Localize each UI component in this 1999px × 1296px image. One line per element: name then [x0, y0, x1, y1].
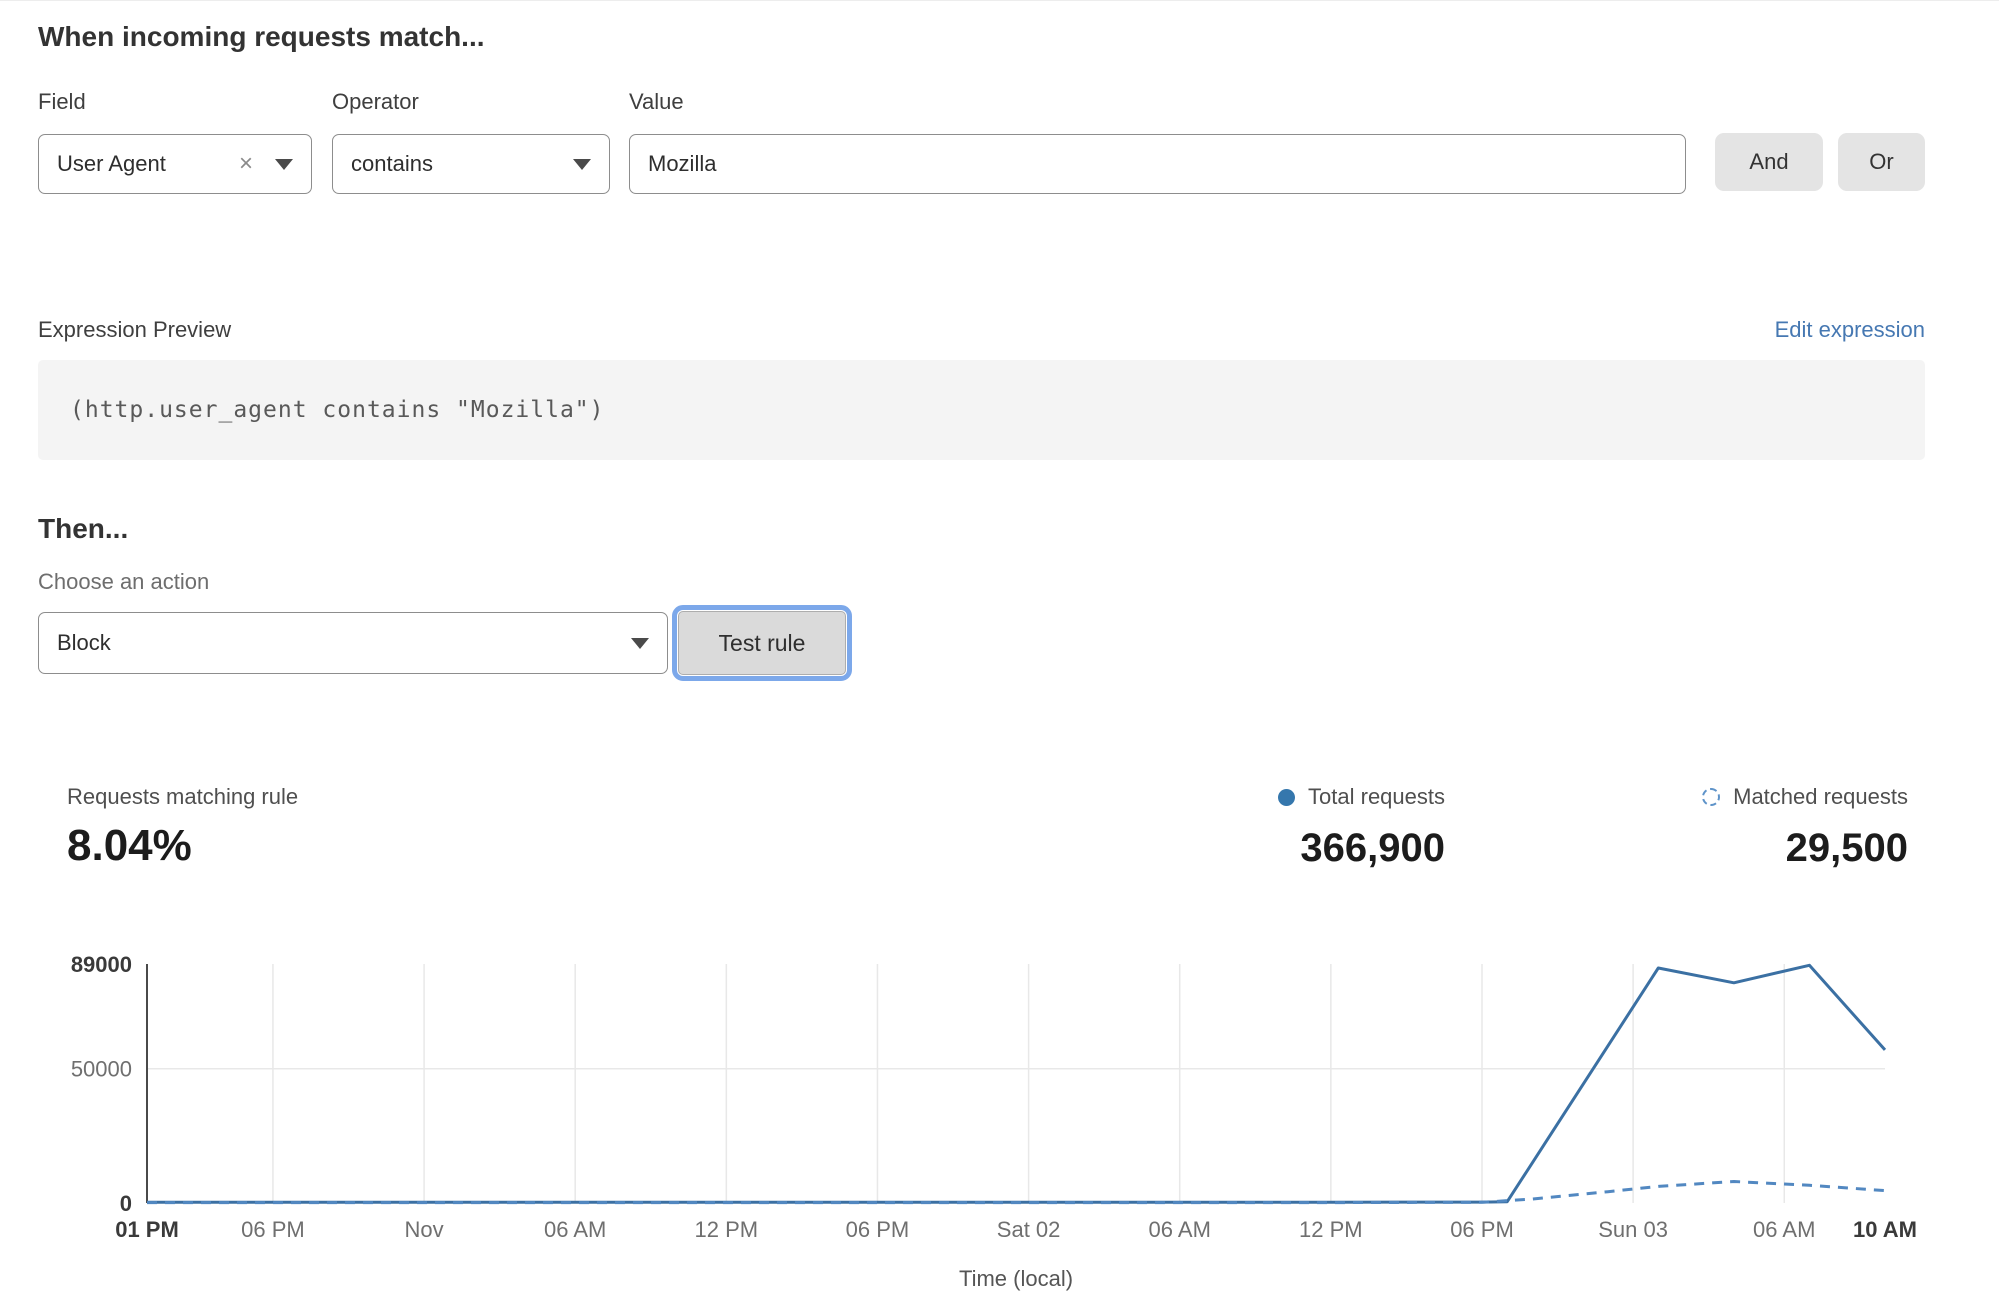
- clear-icon[interactable]: ×: [238, 150, 253, 177]
- x-axis-title: Time (local): [959, 1266, 1073, 1291]
- requests-matching-label: Requests matching rule: [67, 784, 299, 809]
- action-select-value: Block: [57, 630, 111, 655]
- or-button[interactable]: Or: [1838, 133, 1925, 191]
- matched-requests-label: Matched requests: [1733, 784, 1908, 809]
- then-title: Then...: [38, 513, 129, 544]
- matched-requests-dashed-circle-icon: [1702, 788, 1721, 806]
- x-tick-label: 06 PM: [241, 1217, 305, 1242]
- operator-select[interactable]: contains: [332, 134, 610, 194]
- field-label: Field: [38, 89, 86, 114]
- x-tick-label: 12 PM: [1299, 1217, 1363, 1242]
- total-requests-line: [147, 963, 1887, 1204]
- expression-code: (http.user_agent contains "Mozilla"): [70, 397, 605, 423]
- field-select-value: User Agent: [57, 151, 166, 176]
- matched-requests-value: 29,500: [1785, 826, 1908, 870]
- x-tick-label: 06 AM: [1753, 1217, 1815, 1242]
- y-tick-label: 50000: [71, 1057, 132, 1082]
- x-tick-label: 01 PM: [115, 1217, 179, 1242]
- chevron-down-icon: [573, 158, 591, 170]
- chevron-down-icon: [275, 158, 293, 170]
- x-tick-label: 12 PM: [695, 1217, 759, 1242]
- total-requests-value: 366,900: [1300, 826, 1445, 870]
- total-requests-label: Total requests: [1308, 784, 1445, 809]
- test-rule-button-label: Test rule: [678, 611, 846, 675]
- value-input[interactable]: [629, 134, 1686, 194]
- x-tick-label: 06 AM: [544, 1217, 606, 1242]
- action-select[interactable]: Block: [38, 612, 668, 674]
- x-tick-label: Sat 02: [997, 1217, 1061, 1242]
- x-tick-label: 06 PM: [846, 1217, 910, 1242]
- x-tick-label: 06 AM: [1149, 1217, 1211, 1242]
- expression-code-box: (http.user_agent contains "Mozilla"): [38, 360, 1925, 460]
- y-tick-label: 0: [120, 1191, 132, 1216]
- operator-select-value: contains: [351, 151, 433, 176]
- total-requests-dot-icon: [1278, 788, 1296, 806]
- x-tick-label: 10 AM: [1853, 1217, 1917, 1242]
- matched-requests-line: [147, 1180, 1886, 1205]
- field-select[interactable]: User Agent ×: [38, 134, 312, 194]
- y-tick-label: 89000: [71, 952, 132, 977]
- value-label: Value: [629, 89, 684, 114]
- chevron-down-icon: [631, 637, 649, 649]
- edit-expression-link[interactable]: Edit expression: [1774, 317, 1925, 342]
- x-tick-label: 06 PM: [1450, 1217, 1514, 1242]
- choose-action-label: Choose an action: [38, 569, 210, 594]
- expression-preview-label: Expression Preview: [38, 317, 232, 342]
- requests-line-chart: 89000 50000 001 PM 06 PM Nov 06 AM 12 PM 06 PM S…: [71, 952, 1917, 1291]
- page-title: When incoming requests match...: [38, 21, 485, 52]
- x-tick-label: Nov: [405, 1217, 444, 1242]
- x-tick-label: Sun 03: [1598, 1217, 1668, 1242]
- legend-matched-requests: Matched requests: [1702, 784, 1908, 810]
- operator-label: Operator: [332, 89, 419, 114]
- legend-total-requests: Total requests: [1278, 784, 1445, 810]
- requests-matching-value: 8.04%: [67, 821, 192, 870]
- test-rule-button[interactable]: Test rule: [672, 605, 852, 681]
- and-button[interactable]: And: [1715, 133, 1823, 191]
